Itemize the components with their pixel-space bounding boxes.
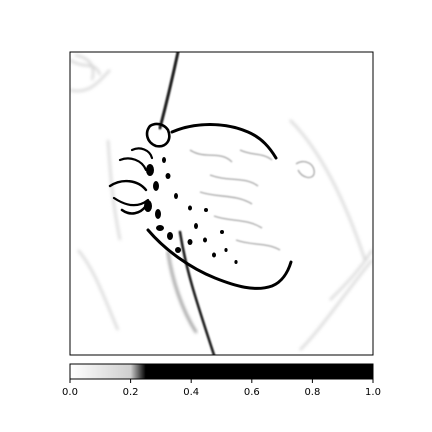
colorbar-tick-label: 0.2 [123,387,139,398]
colorbar-tick-label: 0.4 [183,387,199,398]
heatmap-image [70,52,373,355]
colorbar-tick-label: 0.6 [244,387,260,398]
colorbar-ticks: 0.0 0.2 0.4 0.6 0.8 1.0 [62,379,381,398]
colorbar-tick-label: 0.8 [304,387,320,398]
strawberry-outline [108,122,293,290]
interior-texture [189,149,315,251]
colorbar-gradient [70,364,373,379]
colorbar: 0.0 0.2 0.4 0.6 0.8 1.0 [62,363,381,398]
seed-marks [144,157,238,264]
colorbar-tick-label: 1.0 [365,387,381,398]
heatmap-frame [69,51,374,356]
colorbar-tick-label: 0.0 [62,387,78,398]
colorbar-frame [69,363,374,380]
heatmap-background [70,52,373,355]
stem-edge [158,52,216,355]
